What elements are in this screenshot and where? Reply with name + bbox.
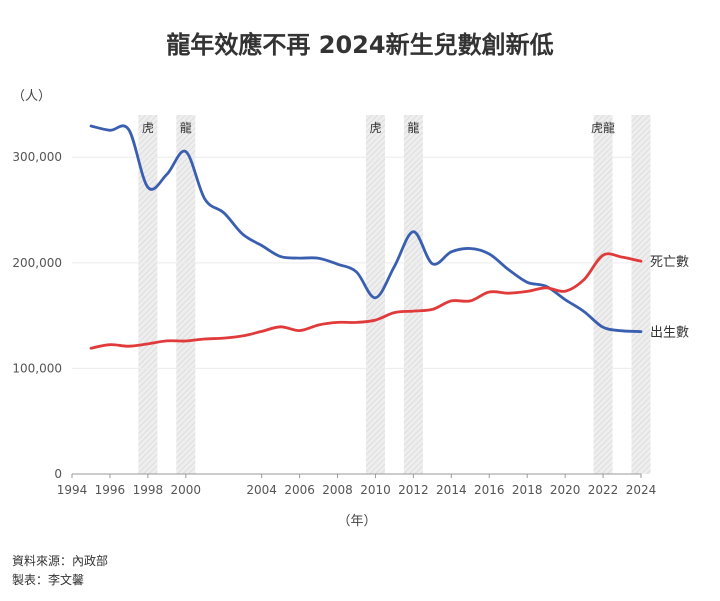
x-tick-label: 1996 [95,483,126,497]
band-label: 虎 [369,121,381,135]
y-tick-label: 200,000 [12,256,62,270]
x-tick-label: 1998 [133,483,164,497]
year-band-2022 [593,115,613,474]
band-label: 虎龍 [591,120,615,135]
y-tick-label: 100,000 [12,361,62,375]
y-tick-label: 0 [54,467,62,481]
gridlines [72,156,641,475]
year-bands: 虎龍虎龍虎龍 [138,115,651,474]
x-axis-ticks: 1994 1996 1998 2000 2004 2006 2008 2010 2012 2014… [57,474,657,497]
x-tick-label: 2022 [588,483,619,497]
chart-title: 龍年效應不再 2024新生兒數創新低 [166,31,553,59]
series-lines [89,124,643,350]
source-note: 資料來源：內政部 [12,554,109,568]
x-tick-label: 2012 [398,483,429,497]
y-tick-label: 300,000 [12,150,62,164]
y-axis-ticks: 0 100,000 200,000 300,000 [12,150,62,481]
author-note: 製表：李文馨 [12,573,85,587]
x-tick-label: 2018 [512,483,543,497]
x-axis-unit: （年） [337,514,376,529]
series-label: 出生數 [650,326,689,341]
band-label: 龍 [407,120,419,135]
year-band-2012 [403,115,423,474]
year-band-2000 [176,115,196,474]
x-tick-label: 2000 [171,483,202,497]
x-tick-label: 2004 [246,483,277,497]
x-tick-label: 2006 [284,483,315,497]
x-tick-label: 2008 [322,483,353,497]
x-tick-label: 1994 [57,483,88,497]
series-label: 死亡數 [650,255,689,270]
year-band-2010 [365,115,385,474]
band-label: 虎 [142,121,154,135]
y-axis-unit: （人） [12,89,51,104]
band-label: 龍 [180,120,192,135]
x-tick-label: 2010 [360,483,391,497]
year-band-2024 [631,115,651,474]
x-tick-label: 2020 [550,483,581,497]
series-line-1 [89,252,643,350]
year-band-1998 [138,115,158,474]
x-tick-label: 2014 [436,483,467,497]
x-tick-label: 2016 [474,483,505,497]
x-tick-label: 2024 [626,483,657,497]
